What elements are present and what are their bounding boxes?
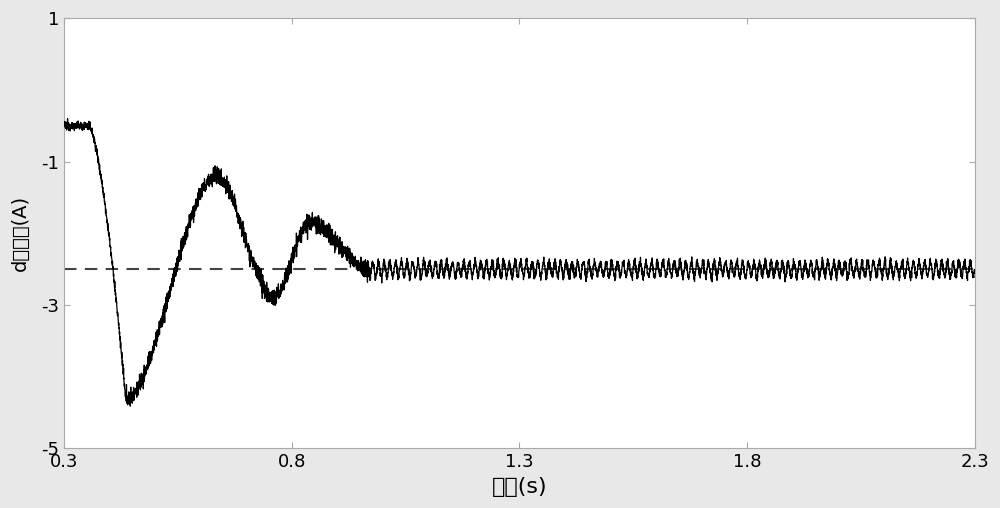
Y-axis label: d轴电流(A): d轴电流(A) <box>11 195 30 271</box>
X-axis label: 时间(s): 时间(s) <box>491 477 547 497</box>
